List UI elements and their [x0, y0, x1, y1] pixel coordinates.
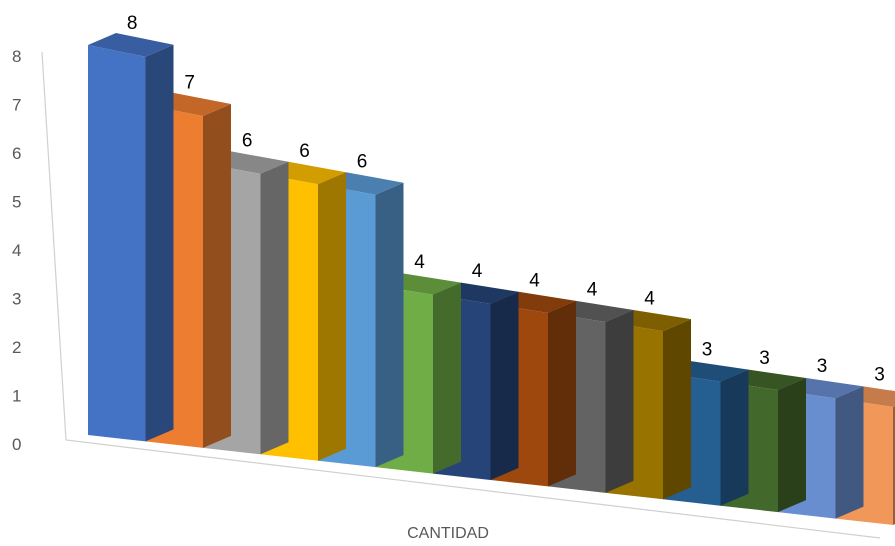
bar-side	[318, 172, 346, 461]
data-label: 4	[472, 261, 483, 282]
bar-side	[663, 319, 691, 500]
data-label: 6	[242, 131, 253, 152]
bar-side	[548, 300, 576, 487]
bar-side	[605, 310, 634, 493]
data-label: 3	[817, 356, 828, 377]
y-tick-label: 5	[12, 193, 21, 212]
x-axis-title: CANTIDAD	[407, 525, 489, 542]
data-label: 3	[759, 348, 770, 369]
y-tick-label: 2	[12, 338, 21, 357]
axis-lines	[41, 51, 881, 539]
bar-side	[203, 104, 231, 448]
data-label: 6	[299, 141, 310, 162]
bar-side	[260, 161, 289, 455]
y-tick-label: 6	[12, 144, 21, 163]
bar-top	[835, 386, 895, 407]
data-label: 4	[587, 279, 598, 300]
bar-side	[375, 182, 404, 468]
bar-side	[490, 291, 519, 480]
y-tick-label: 8	[12, 47, 21, 66]
data-label: 3	[702, 339, 713, 360]
data-label: 8	[127, 13, 138, 34]
data-label: 7	[184, 72, 195, 93]
y-tick-label: 0	[12, 435, 21, 454]
data-label: 6	[357, 152, 368, 173]
bar-side	[433, 282, 461, 474]
y-tick-label: 1	[12, 387, 21, 406]
data-label: 4	[414, 252, 425, 273]
bar-side	[145, 44, 174, 442]
bar-side	[778, 378, 806, 513]
bar	[88, 33, 174, 442]
bar-side	[720, 369, 749, 506]
bar-side	[835, 386, 864, 519]
bar-front	[88, 45, 146, 442]
y-tick-label: 7	[12, 96, 21, 115]
data-label: 4	[644, 289, 655, 310]
data-label: 3	[874, 365, 885, 386]
data-label: 4	[529, 270, 540, 291]
bar-top	[88, 33, 174, 57]
y-tick-label: 3	[12, 290, 21, 309]
y-tick-label: 4	[12, 241, 21, 260]
